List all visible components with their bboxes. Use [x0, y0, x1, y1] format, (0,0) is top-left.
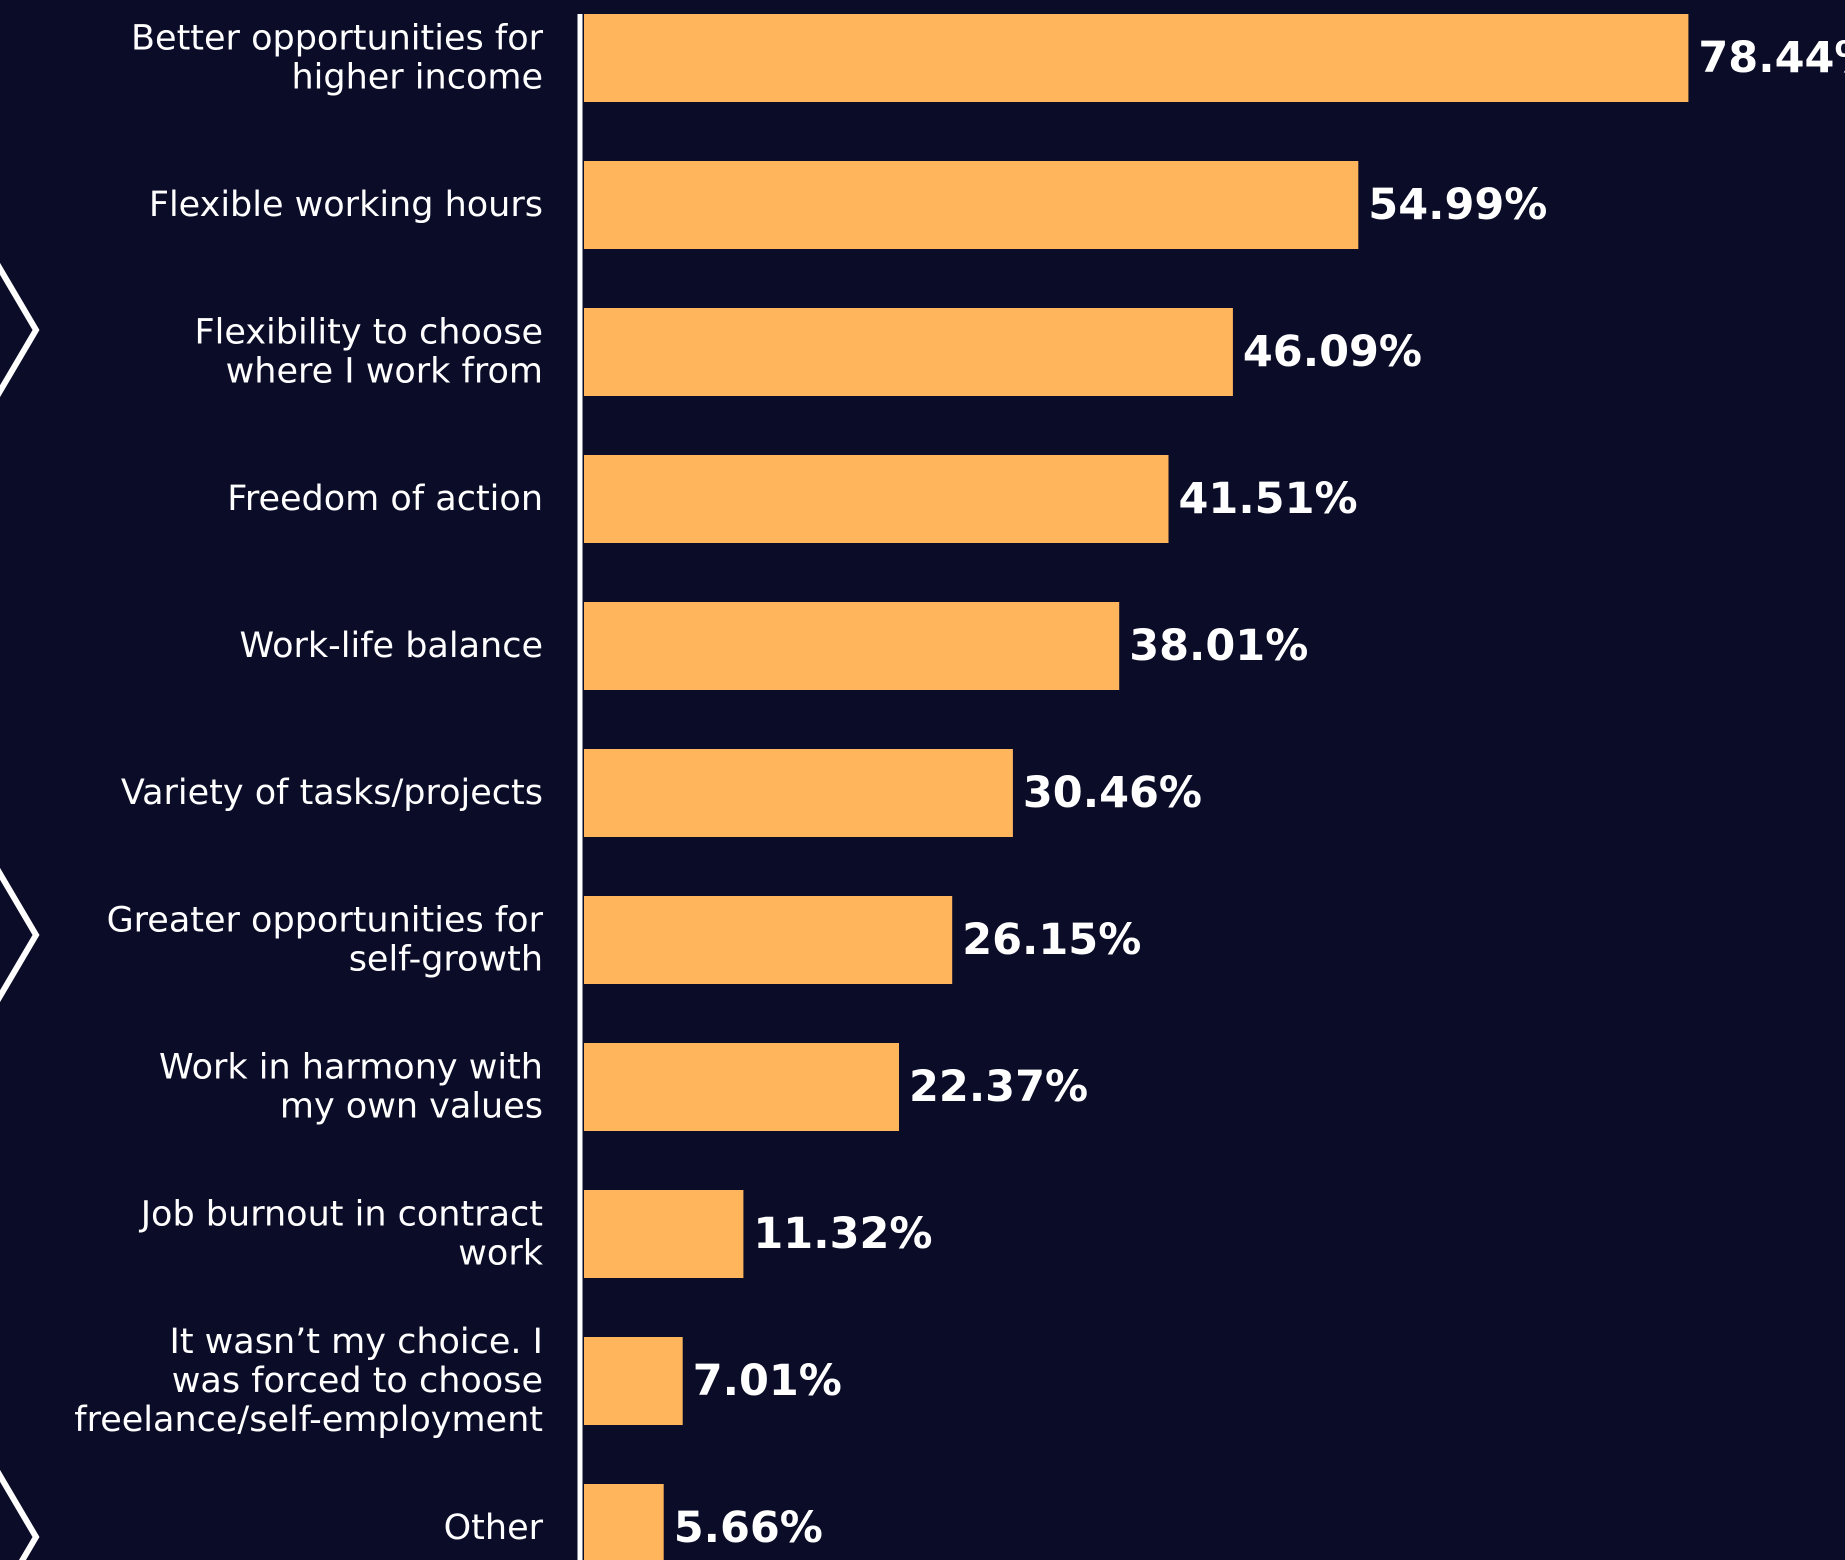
category-label-layer: Better opportunities for higher income Fle…	[74, 19, 543, 1549]
category-label-11: Other	[444, 1508, 544, 1548]
category-label-4: Freedom of action	[227, 479, 543, 519]
value-label-9: 11.32%	[753, 1209, 932, 1259]
category-label-6: Variety of tasks/projects	[121, 773, 543, 813]
category-label-line: Better opportunities for	[131, 19, 544, 59]
category-label-line: Variety of tasks/projects	[121, 773, 543, 813]
category-label-line: higher income	[291, 58, 543, 98]
category-label-7: Greater opportunities for self-growth	[107, 901, 544, 980]
bar-4	[584, 455, 1169, 543]
category-label-line: my own values	[280, 1087, 543, 1127]
bar-3	[584, 308, 1233, 396]
category-label-line: work	[458, 1234, 543, 1274]
value-label-3: 46.09%	[1243, 327, 1422, 377]
value-label-1: 78.44%	[1698, 33, 1845, 83]
category-label-line: Flexibility to choose	[195, 313, 543, 353]
category-label-line: freelance/self-employment	[74, 1400, 543, 1440]
value-label-4: 41.51%	[1179, 474, 1358, 524]
category-label-line: Flexible working hours	[149, 185, 543, 225]
bar-6	[584, 749, 1013, 837]
decoration-layer	[0, 262, 40, 1560]
value-label-2: 54.99%	[1368, 180, 1547, 230]
value-label-11: 5.66%	[674, 1503, 823, 1553]
category-label-5: Work-life balance	[240, 626, 543, 666]
bar-1	[584, 14, 1689, 102]
category-label-line: Work in harmony with	[159, 1048, 543, 1088]
chevron-right-icon	[0, 1469, 40, 1560]
bar-8	[584, 1043, 899, 1131]
value-label-7: 26.15%	[962, 915, 1141, 965]
category-label-line: It wasn’t my choice. I	[170, 1322, 543, 1362]
value-label-5: 38.01%	[1129, 621, 1308, 671]
category-label-line: was forced to choose	[172, 1361, 543, 1401]
bar-10	[584, 1337, 683, 1425]
category-label-line: Job burnout in contract	[139, 1195, 543, 1235]
category-label-8: Work in harmony with my own values	[159, 1048, 543, 1127]
category-label-line: where I work from	[226, 352, 543, 392]
value-label-6: 30.46%	[1023, 768, 1202, 818]
category-label-9: Job burnout in contract work	[139, 1195, 544, 1274]
category-label-1: Better opportunities for higher income	[131, 19, 544, 98]
value-label-layer: 78.44% 54.99% 46.09% 41.51% 38.01% 30.46% 26.1…	[674, 33, 1845, 1553]
value-label-10: 7.01%	[693, 1356, 842, 1406]
category-label-line: Freedom of action	[227, 479, 543, 519]
chevron-right-icon	[0, 262, 40, 398]
category-label-line: self-growth	[349, 940, 543, 980]
chevron-right-icon	[0, 867, 40, 1003]
bar-9	[584, 1190, 744, 1278]
bar-11	[584, 1484, 664, 1560]
category-label-3: Flexibility to choose where I work from	[195, 313, 543, 392]
bar-2	[584, 161, 1359, 249]
bar-layer	[584, 14, 1689, 1560]
category-label-line: Work-life balance	[240, 626, 543, 666]
bar-7	[584, 896, 953, 984]
bar-5	[584, 602, 1120, 690]
category-label-line: Other	[444, 1508, 544, 1548]
value-label-8: 22.37%	[909, 1062, 1088, 1112]
category-label-2: Flexible working hours	[149, 185, 543, 225]
category-label-line: Greater opportunities for	[107, 901, 544, 941]
